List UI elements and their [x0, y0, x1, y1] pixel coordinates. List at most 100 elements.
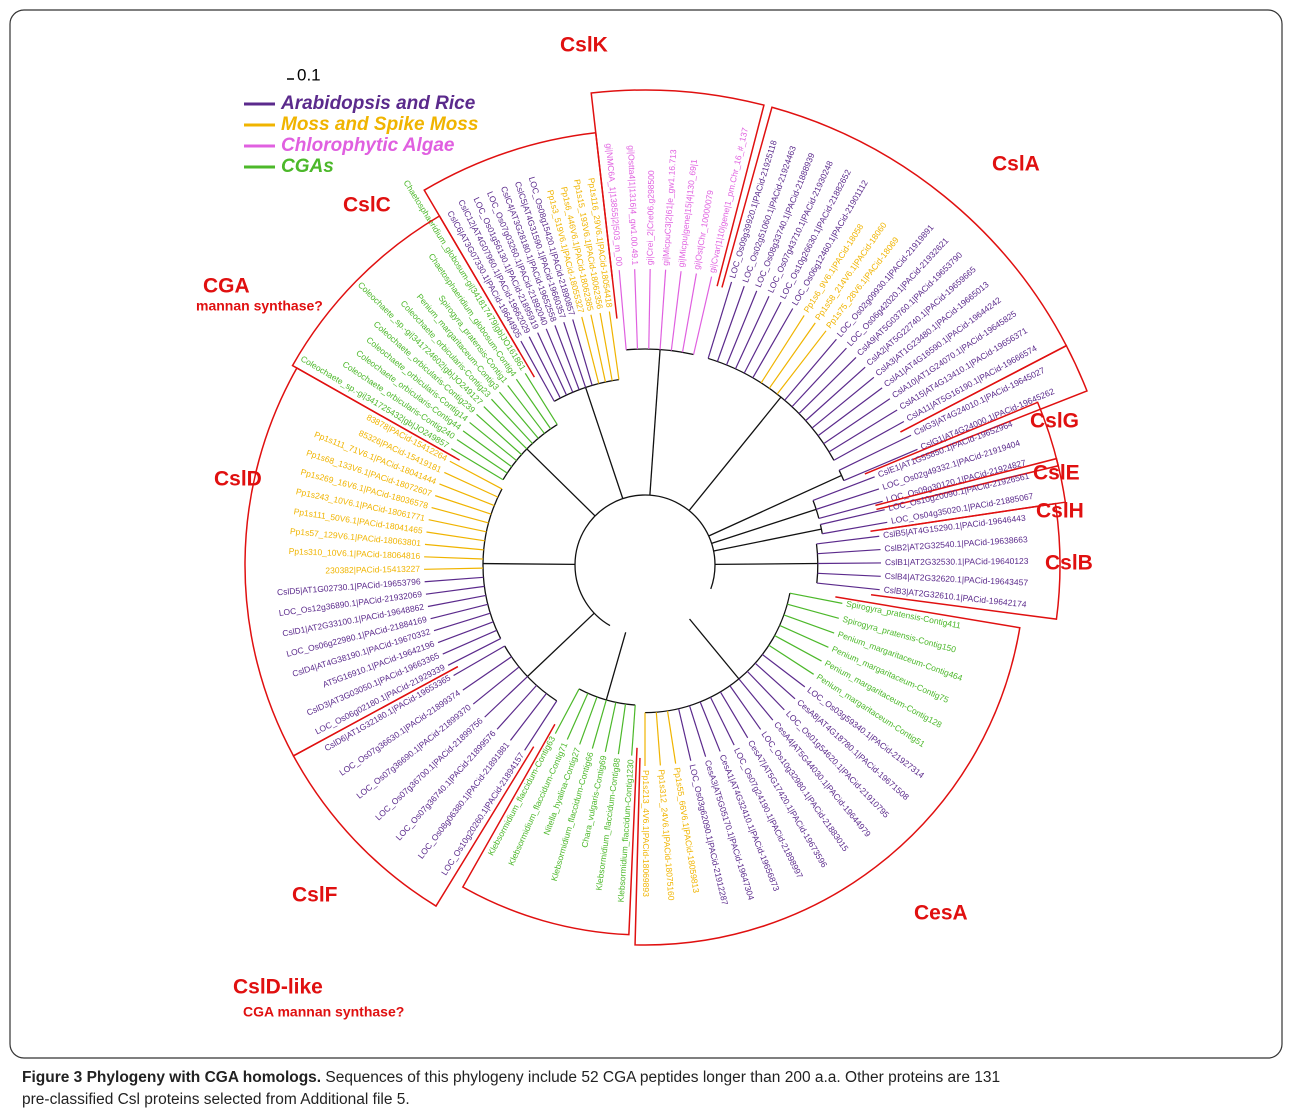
leaf-branch [507, 385, 545, 434]
leaf-branch [496, 684, 538, 730]
leaf-label: CslB1|AT2G32530.1|PACid-19640123 [885, 556, 1029, 567]
leaf-branch [659, 269, 667, 350]
leaf-branch [743, 301, 782, 374]
leaf-label: gi|Ostta4|1|1316|4_gw1.00.49.1 [626, 145, 640, 265]
leaf-branch [462, 430, 513, 468]
clade-label: CslK [560, 34, 608, 57]
leaf-branch [472, 666, 520, 705]
leaf-branch [430, 603, 488, 620]
clade-outline [292, 665, 535, 908]
leaf-branch [666, 710, 677, 764]
leaf-branch [484, 676, 528, 718]
leaf-branch [554, 325, 580, 390]
leaf-branch [469, 422, 517, 462]
leaf-label: 230382|PACid-15413227 [325, 564, 420, 576]
branch [714, 562, 818, 566]
leaf-branch [498, 391, 539, 439]
leaf-branch [424, 556, 484, 560]
leaf-branch [426, 531, 485, 542]
leaf-branch [752, 308, 794, 379]
leaf-branch [618, 270, 627, 350]
clade-arc [626, 348, 694, 356]
leaf-branch [681, 273, 697, 353]
leaf-branch [439, 483, 495, 507]
leaf-branch [608, 311, 620, 380]
leaf-branch [805, 366, 866, 422]
leaf-branch [579, 696, 598, 745]
clade-label: CslG [1030, 410, 1079, 433]
clade-label: CslE [1033, 462, 1080, 485]
leaf-branch [424, 543, 484, 551]
caption-line-2: pre-classified Csl proteins selected fro… [22, 1091, 410, 1108]
leaf-branch [483, 406, 528, 450]
leaf-branch [716, 285, 745, 362]
leaf-branch [431, 507, 489, 524]
leaf-branch [822, 521, 888, 535]
leaf-branch [437, 621, 494, 644]
clade-label: CesA [914, 902, 968, 925]
leaf-branch [678, 708, 692, 761]
leaf-branch [572, 319, 593, 386]
leaf-branch [811, 376, 875, 429]
leaf-branch [838, 434, 912, 471]
caption-title: Figure 3 Phylogeny with CGA homologs. [22, 1069, 321, 1086]
leaf-branch [554, 688, 580, 734]
leaf-label: Pp1s312_24V6.1|PACid-18075160 [656, 769, 676, 901]
leaf-branch [693, 276, 713, 355]
leaf-branch [524, 373, 558, 425]
leaf-branch [476, 413, 522, 456]
leaf-branch [760, 315, 805, 384]
leaf-branch [789, 592, 843, 604]
leaf-branch [444, 471, 499, 498]
clade-arc [644, 593, 791, 714]
scale-label: 0.1 [297, 65, 321, 84]
leaf-branch [761, 654, 806, 688]
leaf-branch [566, 693, 589, 740]
clade-label: CslH [1036, 500, 1084, 523]
clade-outline [244, 367, 460, 757]
leaf-branch [791, 347, 847, 408]
leaf-branch [729, 685, 762, 730]
legend-label: Chlorophytic Algae [281, 135, 455, 156]
clade-outline [291, 215, 536, 459]
leaf-branch [655, 712, 661, 766]
clade-outline [634, 596, 1021, 946]
branch [689, 618, 740, 680]
branch [708, 474, 842, 537]
leaf-branch [528, 336, 561, 399]
leaf-branch [768, 322, 816, 389]
clade-label: CGA [203, 275, 250, 298]
leaf-branch [515, 378, 552, 430]
leaf-label: Pp1s213_4V6.1|PACid-18069893 [641, 770, 651, 897]
caption-text: Sequences of this phylogeny include 52 C… [325, 1069, 1000, 1086]
leaf-branch [447, 638, 501, 666]
clade-label: CslC [343, 194, 391, 217]
clade-arc [482, 488, 503, 639]
leaf-branch [524, 700, 558, 751]
clade-outline [875, 457, 1067, 531]
legend-label: Arabidopsis and Rice [280, 93, 476, 114]
clade-arc [838, 470, 845, 481]
leaf-branch [509, 693, 547, 741]
leaf-branch [545, 328, 574, 393]
leaf-branch [428, 519, 487, 533]
leaf-branch [776, 330, 827, 395]
leaf-label: gi|Crei_2|Cre06.g298500 [644, 170, 656, 265]
branch [713, 528, 822, 552]
clade-arc [707, 357, 835, 461]
leaf-label: CslB4|AT2G32620.1|PACid-19643457 [885, 571, 1029, 588]
branch [527, 612, 595, 677]
branch [688, 396, 782, 512]
leaf-branch [634, 269, 639, 350]
leaf-branch [670, 271, 682, 351]
leaf-branch [617, 703, 627, 755]
clade-label: CslB [1045, 552, 1093, 575]
frame [9, 9, 1283, 1059]
clade-label: CslD-like [233, 976, 323, 999]
leaf-branch [709, 697, 735, 746]
leaf-branch [631, 705, 636, 756]
leaf-label: Pp1s310_10V6.1|PACid-18064816 [289, 546, 421, 561]
leaf-branch [783, 614, 835, 634]
